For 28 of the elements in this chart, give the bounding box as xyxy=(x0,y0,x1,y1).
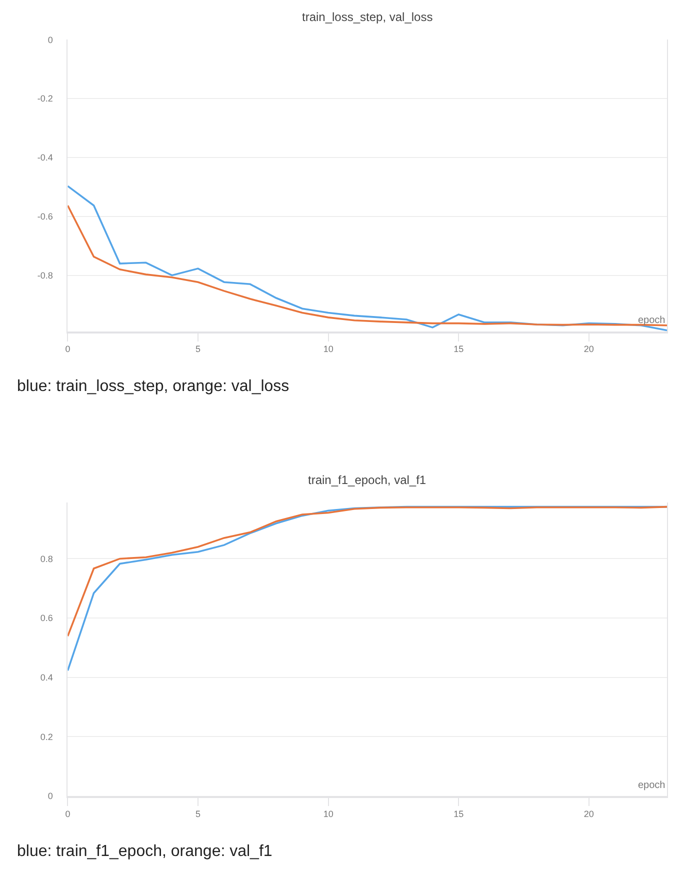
x-tick-label: 0 xyxy=(65,344,70,354)
x-tick-label: 20 xyxy=(584,808,594,819)
y-tick-label: 0.8 xyxy=(40,554,53,564)
text: blue: train_loss_step, orange: val_loss xyxy=(17,378,290,395)
chart-title: train_loss_step, val_loss xyxy=(302,10,433,24)
y-tick-label: 0 xyxy=(48,791,53,802)
y-tick-label: 0.6 xyxy=(40,613,53,624)
x-axis-title: epoch xyxy=(638,315,666,326)
x-tick-label: 15 xyxy=(454,808,464,819)
y-tick-label: 0 xyxy=(48,34,53,45)
x-tick-label: 20 xyxy=(584,344,594,354)
x-tick-label: 10 xyxy=(323,344,334,354)
line-series xyxy=(68,204,668,326)
y-tick-label: -0.8 xyxy=(37,270,53,280)
text: blue: train_f1_epoch, orange: val_f1 xyxy=(17,843,272,860)
x-axis-title: epoch xyxy=(638,780,666,791)
y-tick-label: -0.2 xyxy=(37,94,53,104)
chart-title: train_f1_epoch, val_f1 xyxy=(308,473,426,487)
x-tick-label: 0 xyxy=(65,808,70,819)
y-tick-label: 0.2 xyxy=(40,732,53,742)
x-tick-label: 5 xyxy=(196,344,201,354)
line-series xyxy=(68,506,668,638)
y-tick-label: 0.4 xyxy=(40,672,53,683)
x-tick-label: 5 xyxy=(196,808,201,819)
x-tick-label: 15 xyxy=(454,344,464,354)
x-tick-label: 10 xyxy=(323,808,334,819)
y-tick-label: -0.6 xyxy=(37,212,53,222)
y-tick-label: -0.4 xyxy=(37,152,53,163)
